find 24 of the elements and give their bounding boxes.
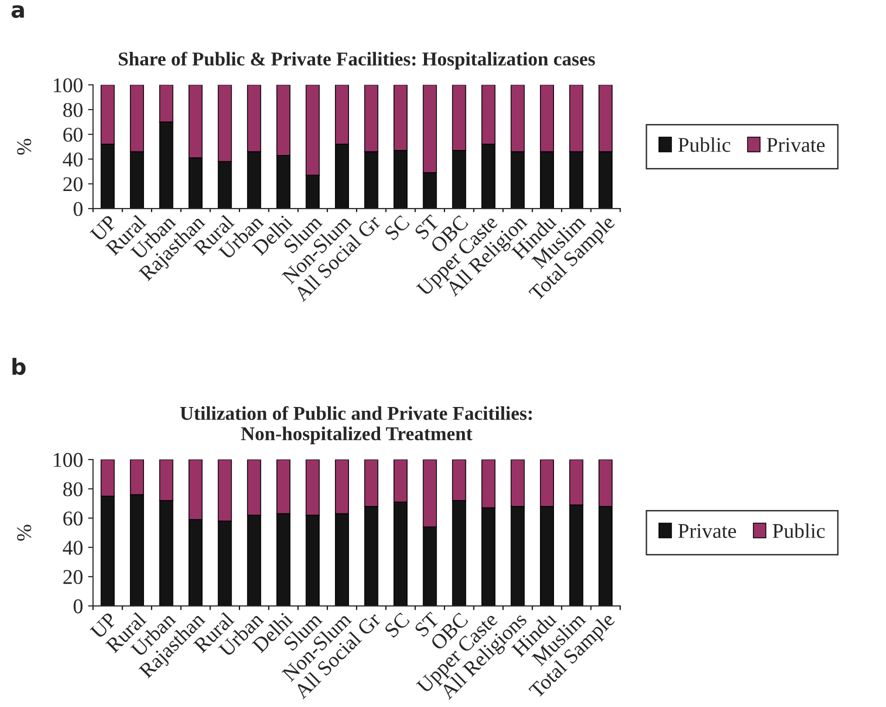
legend-label: Public xyxy=(678,137,730,152)
x-tick-label: SC xyxy=(384,214,410,241)
text: a xyxy=(12,5,24,18)
chart-title: Utilization of Public and Private Facitilies: Non-hospitalized Treatment xyxy=(180,406,532,444)
y-tick-label: 100 xyxy=(54,78,83,92)
y-axis-title: % xyxy=(17,138,32,155)
y-tick-label: 0 xyxy=(74,599,83,614)
y-tick-label: 20 xyxy=(63,177,83,192)
y-tick-label: 0 xyxy=(74,202,83,216)
y-tick-label: 80 xyxy=(63,482,83,496)
y-axis-title: % xyxy=(17,524,32,541)
y-tick-label: 100 xyxy=(54,452,83,467)
legend-label: Public xyxy=(772,523,825,538)
y-tick-label: 80 xyxy=(63,102,83,118)
legend-label: Private xyxy=(766,138,825,152)
chart-title: Share of Public & Private Facilities: Hospitalization cases xyxy=(118,52,595,70)
y-tick-label: 40 xyxy=(62,152,83,167)
y-tick-label: 40 xyxy=(62,540,83,555)
x-tick-label: SC xyxy=(384,612,410,638)
text: b xyxy=(12,358,26,376)
legend-label: Private xyxy=(678,524,736,538)
y-tick-label: 20 xyxy=(63,570,83,584)
y-tick-label: 60 xyxy=(63,128,83,142)
y-tick-label: 60 xyxy=(63,511,83,526)
